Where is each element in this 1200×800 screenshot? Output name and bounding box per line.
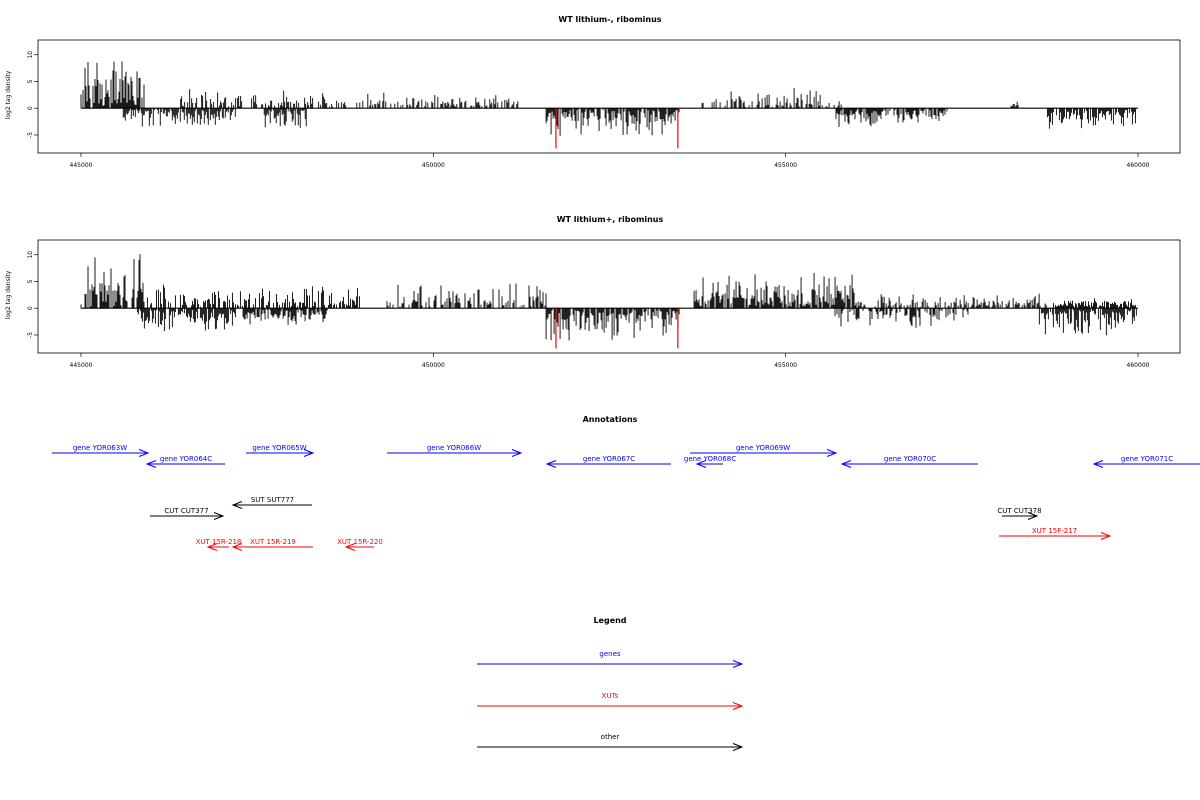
annotation-feature: CUT CUT378	[997, 507, 1042, 520]
arrow-head	[511, 449, 523, 457]
annotation-feature: XUT 15R-220	[337, 538, 383, 551]
arrow-head	[840, 460, 852, 468]
annotation-feature: SUT SUT777	[231, 496, 312, 509]
plot-frame	[37, 39, 1181, 154]
feature-label: gene YOR071C	[1121, 455, 1173, 463]
feature-label: XUT 15R-219	[250, 538, 296, 546]
arrow-head	[1027, 512, 1039, 520]
legend-item: genes	[477, 650, 744, 668]
y-tick-label: -5	[27, 132, 34, 138]
feature-label: gene YOR069W	[736, 444, 790, 452]
legend-label: XUTs	[602, 692, 619, 700]
feature-label: gene YOR067C	[583, 455, 635, 463]
arrow-head	[1100, 532, 1112, 540]
annotations-title: Annotations	[583, 415, 638, 424]
x-tick-label: 445000	[70, 362, 93, 369]
x-tick-label: 460000	[1127, 362, 1150, 369]
annotations-track: Annotations gene YOR063W gene YOR064C gene…	[52, 415, 1200, 551]
arrow-head	[138, 449, 150, 457]
annotation-feature: gene YOR070C	[840, 455, 978, 468]
arrow-head	[344, 543, 356, 551]
panel-title: WT lithium-, ribominus	[558, 15, 661, 24]
arrow-head	[695, 460, 707, 468]
feature-label: gene YOR063W	[73, 444, 127, 452]
x-tick-label: 450000	[422, 162, 445, 169]
annotation-feature: gene YOR063W	[52, 444, 150, 457]
feature-label: gene YOR070C	[884, 455, 936, 463]
y-axis-label: log2 tag density	[5, 70, 12, 119]
feature-label: XUT 15R-218	[196, 538, 242, 546]
feature-label: gene YOR068C	[684, 455, 736, 463]
annotation-feature: gene YOR065W	[246, 444, 315, 457]
x-tick-label: 450000	[422, 362, 445, 369]
y-tick-label: 0	[27, 106, 34, 110]
feature-label: CUT CUT378	[997, 507, 1041, 515]
feature-label: XUT 15R-220	[337, 538, 383, 546]
coverage-panel-lithium-minus: WT lithium-, ribominus log2 tag density …	[5, 15, 1181, 169]
annotation-feature: gene YOR067C	[545, 455, 671, 468]
legend-item: other	[477, 733, 744, 751]
plot-frame	[37, 239, 1181, 354]
arrow-head	[732, 743, 744, 751]
annotation-feature: XUT 15R-219	[231, 538, 313, 551]
coverage-panel-lithium-plus: WT lithium+, ribominus log2 tag density …	[5, 215, 1181, 369]
arrow-head	[732, 702, 744, 710]
arrow-head	[545, 460, 557, 468]
x-tick-label: 460000	[1127, 162, 1150, 169]
arrow-head	[213, 512, 225, 520]
annotation-feature: gene YOR069W	[690, 444, 838, 457]
legend-label: other	[601, 733, 620, 741]
annotation-feature: gene YOR066W	[387, 444, 523, 457]
y-tick-label: 10	[27, 251, 34, 259]
annotation-feature: XUT 15R-218	[196, 538, 242, 551]
y-tick-label: -5	[27, 332, 34, 338]
arrow-head	[231, 543, 243, 551]
feature-label: gene YOR065W	[252, 444, 306, 452]
arrow-head	[1092, 460, 1104, 468]
arrow-head	[826, 449, 838, 457]
panel-title: WT lithium+, ribominus	[557, 215, 664, 224]
legend-label: genes	[599, 650, 620, 658]
arrow-head	[145, 460, 157, 468]
legend: Legend genes XUTs other	[477, 616, 744, 751]
annotation-feature: XUT 15F-217	[999, 527, 1112, 540]
x-tick-label: 445000	[70, 162, 93, 169]
annotation-feature: gene YOR068C	[684, 455, 736, 468]
feature-label: SUT SUT777	[251, 496, 294, 504]
y-tick-label: 5	[27, 279, 34, 283]
legend-item: XUTs	[477, 692, 744, 710]
y-axis-label: log2 tag density	[5, 270, 12, 319]
arrow-head	[231, 501, 243, 509]
feature-label: gene YOR064C	[160, 455, 212, 463]
x-tick-label: 455000	[774, 362, 797, 369]
annotation-feature: CUT CUT377	[150, 507, 225, 520]
y-tick-label: 0	[27, 306, 34, 310]
feature-label: XUT 15F-217	[1032, 527, 1077, 535]
annotation-feature: gene YOR071C	[1092, 455, 1200, 468]
y-tick-label: 5	[27, 79, 34, 83]
arrow-head	[206, 543, 218, 551]
x-tick-label: 455000	[774, 162, 797, 169]
arrow-head	[303, 449, 315, 457]
arrow-head	[732, 660, 744, 668]
feature-label: gene YOR066W	[427, 444, 481, 452]
y-tick-label: 10	[27, 51, 34, 59]
feature-label: CUT CUT377	[164, 507, 208, 515]
legend-title: Legend	[593, 616, 626, 625]
annotation-feature: gene YOR064C	[145, 455, 225, 468]
